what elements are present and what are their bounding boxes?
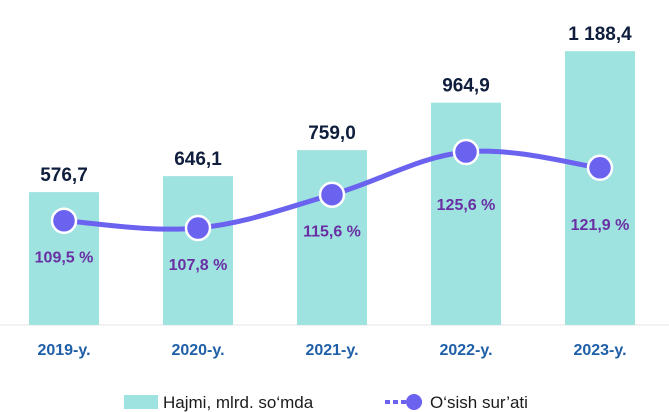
growth-value-label: 115,6 % xyxy=(303,224,361,241)
x-tick-label: 2021-y. xyxy=(305,342,358,359)
legend-marker xyxy=(406,394,422,410)
bar-value-label: 964,9 xyxy=(442,76,490,97)
line-series xyxy=(50,138,614,242)
growth-point xyxy=(318,181,346,208)
x-tick-label: 2022-y. xyxy=(439,342,492,359)
growth-point xyxy=(184,214,212,242)
legend-swatch-bar xyxy=(124,395,158,409)
bar-value-label: 1 188,4 xyxy=(568,24,632,45)
x-axis-ticks: 2019-y. 2020-y. 2021-y. 2022-y. 2023-y. xyxy=(37,342,626,359)
growth-value-label: 109,5 % xyxy=(35,250,94,267)
bar-value-label: 576,7 xyxy=(40,165,88,186)
bar-2021 xyxy=(297,150,367,325)
growth-value-label: 125,6 % xyxy=(437,197,496,214)
legend-label-bar: Hajmi, mlrd. so‘mda xyxy=(163,393,314,412)
legend-label-line: O‘sish sur’ati xyxy=(430,393,528,412)
bar-value-label: 646,1 xyxy=(174,149,222,170)
x-tick-label: 2020-y. xyxy=(171,342,224,359)
legend: Hajmi, mlrd. so‘mda O‘sish sur’ati xyxy=(124,393,528,412)
growth-point xyxy=(586,154,614,182)
x-tick-label: 2023-y. xyxy=(573,342,626,359)
bar-2023 xyxy=(565,51,635,326)
x-tick-label: 2019-y. xyxy=(37,342,90,359)
growth-point xyxy=(452,138,480,166)
growth-point xyxy=(50,207,78,234)
data-labels: 576,7 646,1 759,0 964,9 1 188,4 109,5 % 107,8 … xyxy=(35,24,632,274)
growth-value-label: 107,8 % xyxy=(169,257,228,274)
growth-value-label: 121,9 % xyxy=(571,217,630,234)
bar-value-label: 759,0 xyxy=(308,123,356,144)
bar-2020 xyxy=(163,176,233,325)
